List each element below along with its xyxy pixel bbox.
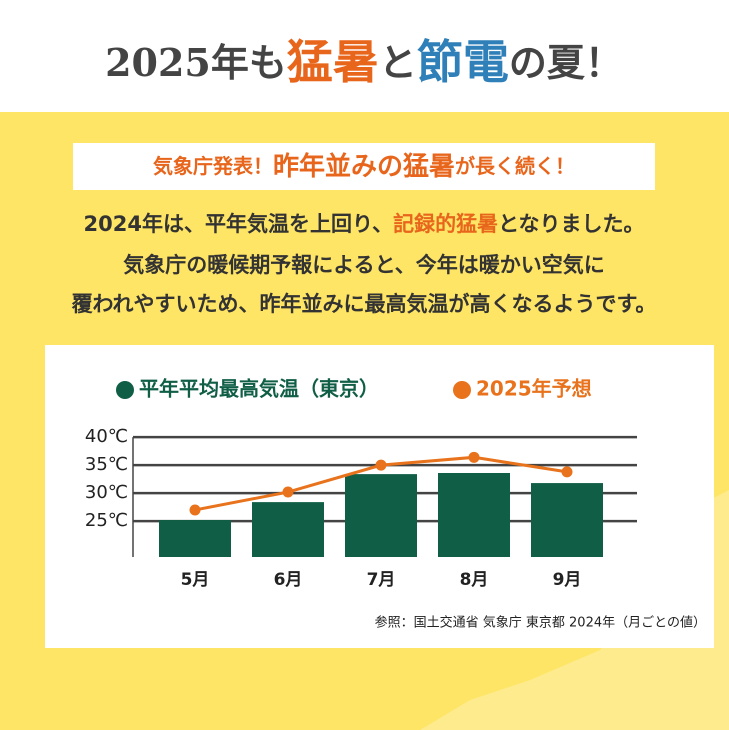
bar <box>438 473 510 557</box>
body-part: 記録的猛暑 <box>393 212 498 236</box>
x-tick-label: 9月 <box>553 570 582 590</box>
map-decoration <box>420 490 729 730</box>
title-part: と <box>379 40 417 85</box>
title-part: 猛暑 <box>287 35 379 89</box>
banner: 気象庁発表！昨年並みの猛暑が長く続く！ <box>153 151 575 182</box>
banner-part: が長く続く！ <box>455 154 575 178</box>
legend-marker <box>116 381 134 399</box>
title-part: の夏！ <box>509 40 623 85</box>
x-tick-label: 8月 <box>460 570 489 590</box>
line-point <box>282 486 294 498</box>
y-tick-label: 35℃ <box>85 454 128 475</box>
line-point <box>375 459 387 471</box>
legend-marker <box>453 381 471 399</box>
bar <box>531 483 603 557</box>
bar <box>252 502 324 557</box>
title: 2025年も猛暑と節電の夏！ <box>105 35 623 89</box>
banner-bg <box>73 143 655 190</box>
header-bg <box>0 0 729 112</box>
source-note: 参照：国土交通省 気象庁 東京都 2024年（月ごとの値） <box>375 615 706 631</box>
legend-label: 2025年予想 <box>476 377 592 401</box>
banner-part: 昨年並みの猛暑 <box>273 151 455 182</box>
body-part: 2024年は、平年気温を上回り、 <box>84 212 394 236</box>
title-part: 節電 <box>417 35 509 89</box>
line-point <box>189 504 201 516</box>
body-part: となりました。 <box>498 212 644 236</box>
x-tick-label: 6月 <box>274 570 303 590</box>
bar <box>159 520 231 557</box>
body-text: 2024年は、平年気温を上回り、記録的猛暑となりました。気象庁の暖候期予報による… <box>72 212 657 316</box>
y-tick-label: 25℃ <box>85 510 128 531</box>
bar <box>345 474 417 557</box>
chart: 25℃ 30℃ 35℃ 40℃ 5月 6月 7月 8月 9月 平年平均最高気温（東京） 2025年予… <box>85 377 706 631</box>
body-part: 覆われやすいため、昨年並みに最高気温が高くなるようです。 <box>72 292 657 316</box>
y-tick-label: 30℃ <box>85 482 128 503</box>
body-part: 気象庁の暖候期予報によると、今年は暖かい空気に <box>123 253 605 277</box>
x-tick-label: 7月 <box>367 570 396 590</box>
x-tick-label: 5月 <box>181 570 210 590</box>
banner-part: 気象庁発表！ <box>153 154 273 178</box>
line-point <box>561 466 573 478</box>
legend-label: 平年平均最高気温（東京） <box>139 377 379 401</box>
body-line: 覆われやすいため、昨年並みに最高気温が高くなるようです。 <box>72 292 657 316</box>
y-tick-label: 40℃ <box>85 426 128 447</box>
body-line: 気象庁の暖候期予報によると、今年は暖かい空気に <box>123 253 605 277</box>
body-line: 2024年は、平年気温を上回り、記録的猛暑となりました。 <box>84 212 645 236</box>
title-part: 2025年も <box>105 40 287 85</box>
line-point <box>468 451 480 463</box>
